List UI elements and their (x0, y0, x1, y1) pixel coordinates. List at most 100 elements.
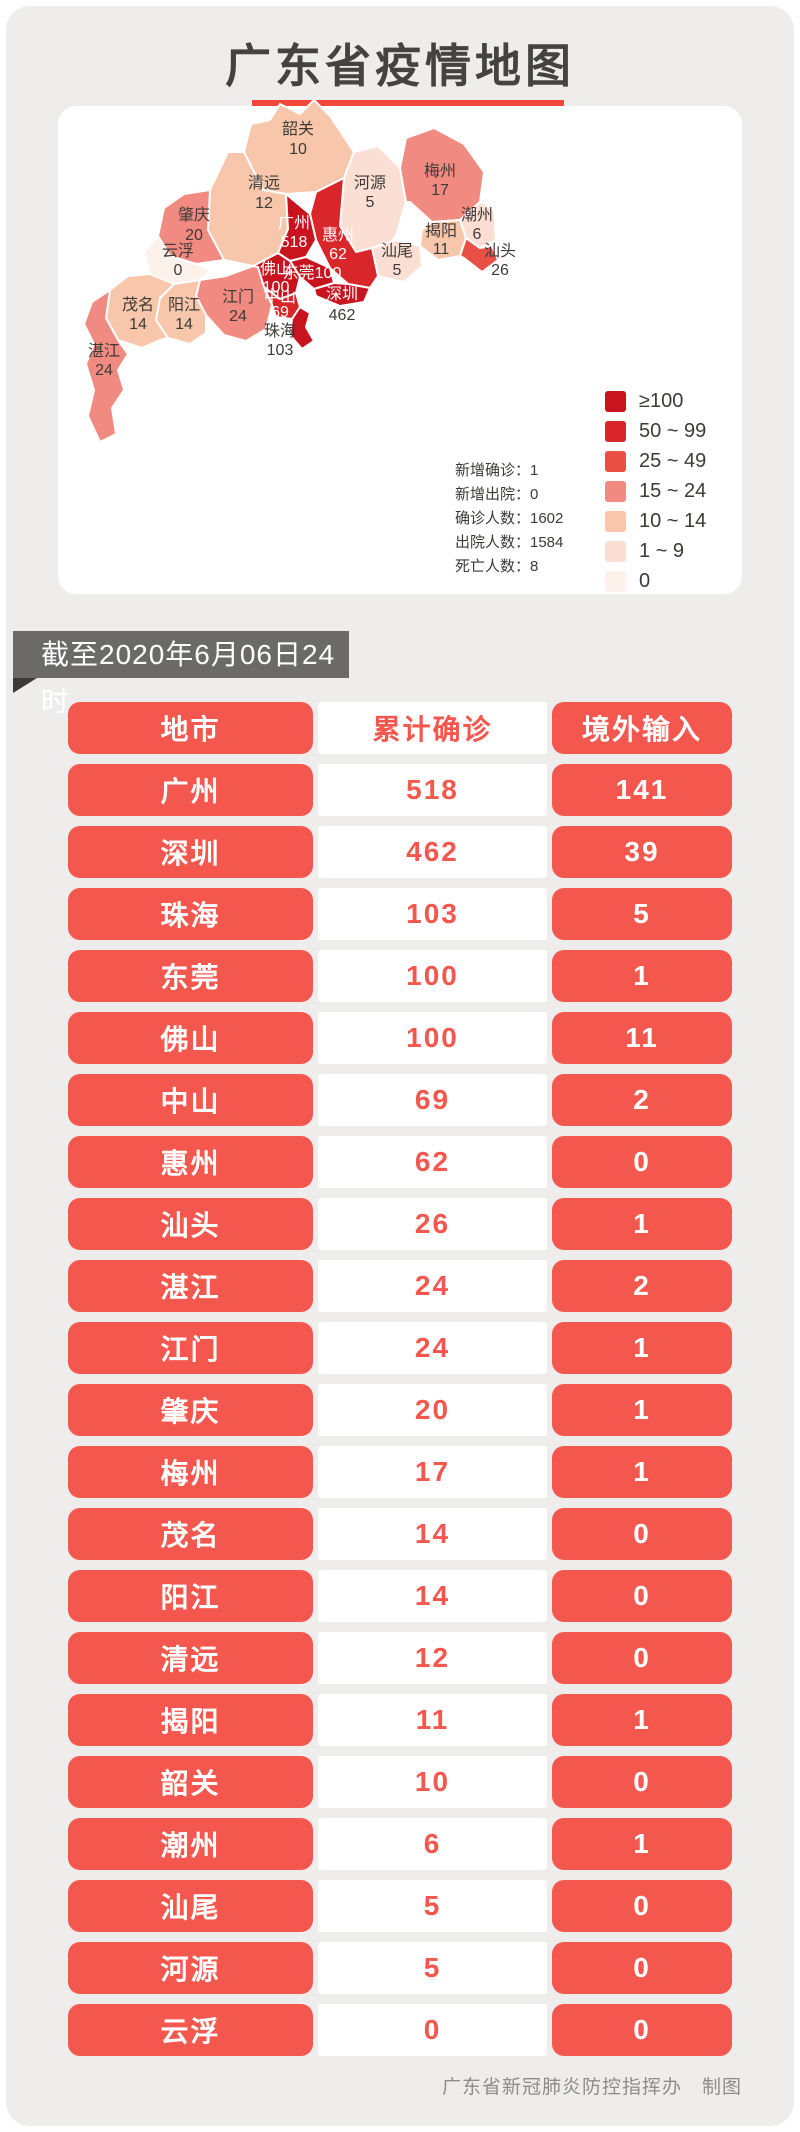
map-region-jieyang (419, 219, 467, 261)
legend-item: 25 ~ 49 (605, 450, 707, 472)
table-row: 肇庆 20 1 (68, 1384, 732, 1436)
cell-confirmed: 462 (318, 826, 547, 878)
data-table: 地市 累计确诊 境外输入 广州 518 141 深圳 462 39 珠海 103 5 东莞 100 1… (68, 702, 732, 2066)
map-label-name-huizhou: 惠州 (322, 226, 354, 244)
stat-line: 新增出院：0 (455, 486, 539, 503)
map-label-value-yangjiang: 14 (175, 316, 193, 333)
map-label-value-maoming: 14 (129, 316, 147, 333)
table-row: 云浮 0 0 (68, 2004, 732, 2056)
map-label-value-zhongshan: 69 (271, 304, 289, 321)
map-label-value-qingyuan: 12 (255, 195, 273, 212)
map-label-value-zhuhai: 103 (267, 342, 294, 359)
cell-city: 东莞 (68, 950, 313, 1002)
map-label-value-zhaoqing: 20 (185, 227, 203, 244)
legend-item: 10 ~ 14 (605, 510, 707, 532)
cell-city: 中山 (68, 1074, 313, 1126)
table-row: 汕尾 5 0 (68, 1880, 732, 1932)
cell-confirmed: 62 (318, 1136, 547, 1188)
table-row: 广州 518 141 (68, 764, 732, 816)
map-region-shantou (459, 237, 499, 273)
map-region-zhuhai (289, 306, 315, 350)
table-row: 江门 24 1 (68, 1322, 732, 1374)
cell-imported: 0 (552, 1880, 732, 1932)
cell-imported: 0 (552, 1508, 732, 1560)
map-stats: 新增确诊：1 新增出院：0 确诊人数：1602 出院人数：1584 死亡人数：8 (455, 459, 563, 579)
legend-item: 0 (605, 570, 706, 592)
map-label-value-huizhou: 62 (329, 246, 347, 263)
legend-swatch (605, 451, 626, 472)
cell-city: 广州 (68, 764, 313, 816)
legend-label: 0 (639, 570, 651, 592)
stat-line: 确诊人数：1602 (455, 510, 564, 527)
legend-swatch (605, 541, 626, 562)
legend-label: 25 ~ 49 (639, 450, 707, 472)
cell-city: 肇庆 (68, 1384, 313, 1436)
map-label-name-yangjiang: 阳江 (168, 296, 200, 314)
legend-swatch (605, 571, 626, 592)
table-row: 河源 5 0 (68, 1942, 732, 1994)
map-label-name-qingyuan: 清远 (248, 174, 280, 192)
map-label-value-yunfu: 0 (174, 262, 183, 279)
legend-item: ≥100 (605, 390, 706, 412)
cell-confirmed: 11 (318, 1694, 547, 1746)
map-label-value-shaoguan: 10 (289, 141, 307, 158)
map-label-name-zhanjiang: 湛江 (88, 342, 120, 360)
legend-label: 50 ~ 99 (639, 420, 707, 442)
map-region-shenzhen (313, 282, 371, 307)
table-row: 韶关 10 0 (68, 1756, 732, 1808)
cell-imported: 1 (552, 1384, 732, 1436)
cell-confirmed: 24 (318, 1322, 547, 1374)
col-header-confirmed: 累计确诊 (318, 702, 547, 754)
cell-confirmed: 103 (318, 888, 547, 940)
cell-confirmed: 26 (318, 1198, 547, 1250)
col-header-imported: 境外输入 (552, 702, 732, 754)
map-label-name-heyuan: 河源 (354, 174, 386, 192)
cell-city: 茂名 (68, 1508, 313, 1560)
map-label-name-zhuhai: 珠海 (264, 322, 296, 340)
cell-confirmed: 5 (318, 1880, 547, 1932)
legend-label: ≥100 (639, 390, 684, 412)
credit-footer: 广东省新冠肺炎防控指挥办 制图 (441, 2077, 742, 2098)
cell-city: 深圳 (68, 826, 313, 878)
map-label-value-shenzhen: 462 (329, 307, 356, 324)
cell-imported: 0 (552, 1136, 732, 1188)
legend-label: 15 ~ 24 (639, 480, 707, 502)
cell-imported: 0 (552, 2004, 732, 2056)
map-label-value-shanwei: 5 (393, 262, 402, 279)
table-row: 湛江 24 2 (68, 1260, 732, 1312)
as-of-badge: 截至2020年6月06日24时 (13, 631, 349, 717)
map-region-zhongshan (263, 286, 301, 320)
map-label-value-chaozhou: 6 (473, 226, 482, 243)
map-label-dongguan: 东莞100 (283, 264, 342, 282)
legend-item: 50 ~ 99 (605, 420, 707, 442)
cell-imported: 39 (552, 826, 732, 878)
map-label-name-zhongshan: 中山 (264, 288, 296, 306)
table-row: 梅州 17 1 (68, 1446, 732, 1498)
cell-city: 清远 (68, 1632, 313, 1684)
map-label-name-yunfu: 云浮 (162, 242, 194, 260)
cell-confirmed: 5 (318, 1942, 547, 1994)
cell-confirmed: 100 (318, 1012, 547, 1064)
map-label-name-guangzhou: 广州 (278, 214, 310, 232)
title-underline (252, 100, 564, 108)
legend-swatch (605, 481, 626, 502)
cell-confirmed: 14 (318, 1508, 547, 1560)
cell-city: 佛山 (68, 1012, 313, 1064)
cell-imported: 1 (552, 1694, 732, 1746)
legend-label: 10 ~ 14 (639, 510, 707, 532)
map-label-value-heyuan: 5 (366, 194, 375, 211)
badge-fold-corner (13, 678, 37, 693)
cell-confirmed: 6 (318, 1818, 547, 1870)
cell-city: 河源 (68, 1942, 313, 1994)
map-label-name-jieyang: 揭阳 (425, 222, 457, 240)
map-label-name: 东莞 (283, 264, 315, 282)
table-row: 佛山 100 11 (68, 1012, 732, 1064)
cell-city: 惠州 (68, 1136, 313, 1188)
cell-city: 潮州 (68, 1818, 313, 1870)
cell-city: 江门 (68, 1322, 313, 1374)
cell-imported: 0 (552, 1756, 732, 1808)
cell-confirmed: 14 (318, 1570, 547, 1622)
map-label-value-jiangmen: 24 (229, 308, 247, 325)
map-label-value-zhanjiang: 24 (95, 362, 113, 379)
table-row: 潮州 6 1 (68, 1818, 732, 1870)
